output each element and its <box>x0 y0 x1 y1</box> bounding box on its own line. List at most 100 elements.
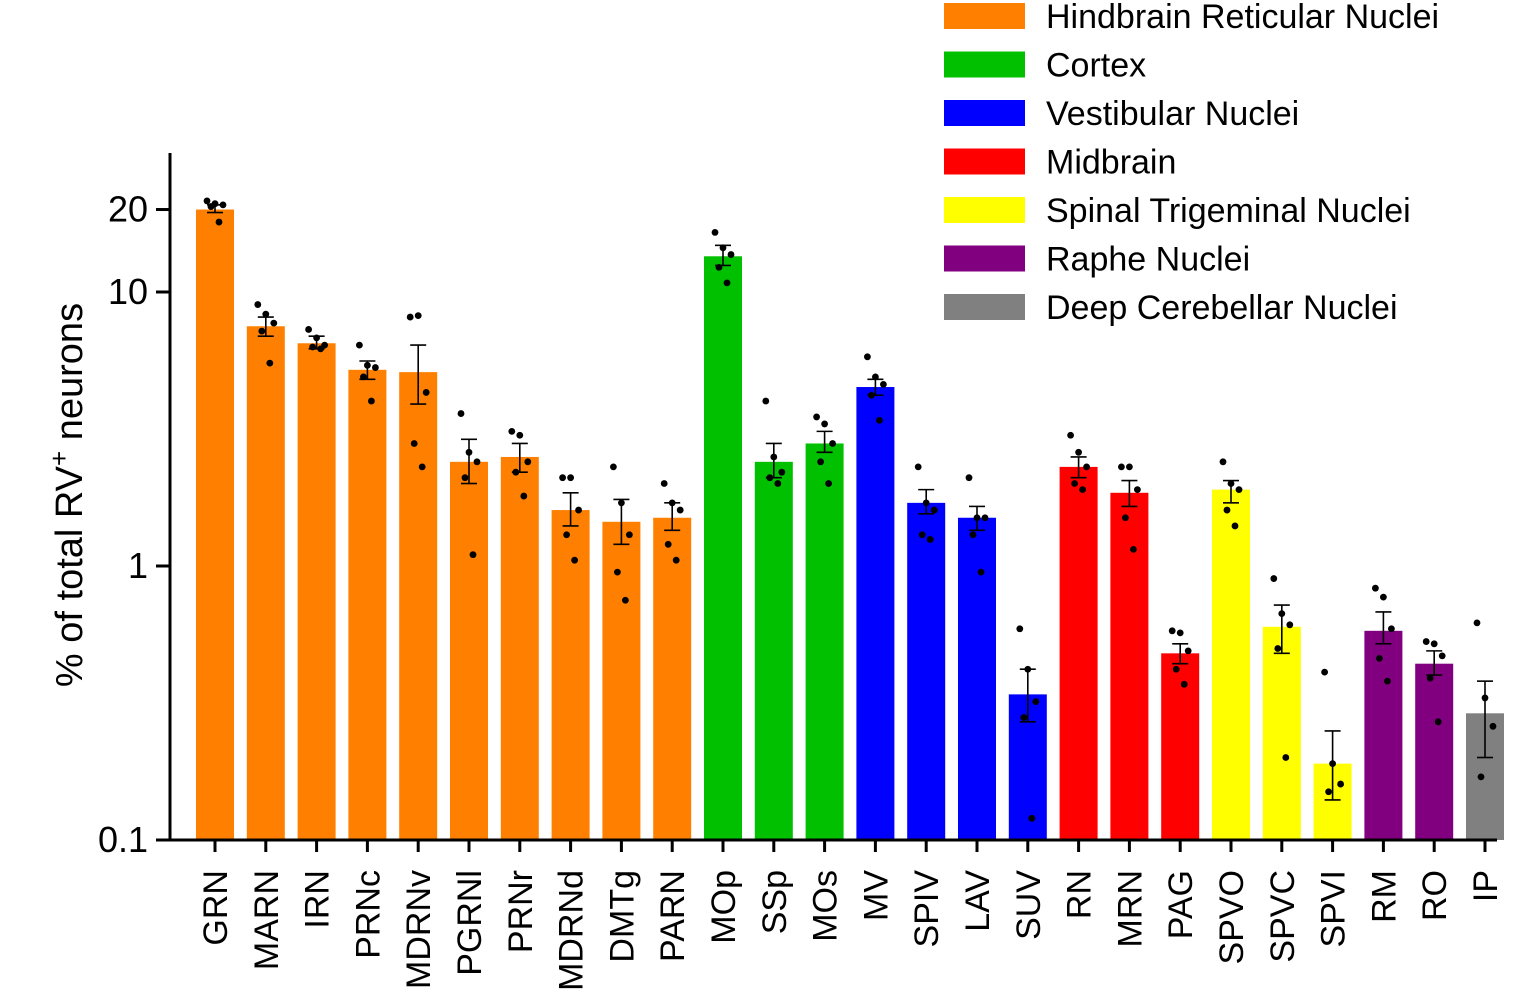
data-point <box>1321 668 1328 676</box>
data-point <box>774 480 782 487</box>
data-point <box>876 416 883 424</box>
x-tick-label: PAG <box>1162 870 1200 939</box>
data-point <box>465 448 473 456</box>
data-point <box>368 397 375 405</box>
data-point <box>1032 698 1040 705</box>
data-point <box>1126 463 1133 471</box>
data-point <box>1024 665 1032 673</box>
data-point <box>727 251 735 258</box>
error-bar-pag <box>1172 643 1189 665</box>
data-point <box>1223 506 1231 514</box>
data-point <box>817 458 824 466</box>
x-tick-label: LAV <box>959 870 997 932</box>
error-bar-mdrnd <box>562 491 579 527</box>
legend-item: Cortex <box>944 47 1146 85</box>
data-point <box>922 499 930 507</box>
data-point <box>1118 463 1125 471</box>
bar-pgrnl <box>450 461 488 840</box>
y-tick-label: 20 <box>108 189 148 230</box>
data-point <box>1438 652 1446 660</box>
x-tick-label: MOp <box>705 870 743 944</box>
data-point <box>1278 610 1286 618</box>
x-tick-label: SPVI <box>1315 870 1353 947</box>
y-axis-ticks: 0.1 1 10 20 <box>98 189 170 860</box>
data-point <box>1325 788 1332 796</box>
y-tick-label: 1 <box>128 545 148 586</box>
data-point <box>258 327 266 335</box>
data-point <box>1075 448 1082 456</box>
y-tick-label: 0.1 <box>98 819 148 860</box>
bar-mos <box>805 443 844 840</box>
legend-swatch <box>944 245 1025 272</box>
data-point <box>1329 760 1336 768</box>
x-tick-label: DMTg <box>603 870 641 963</box>
data-point <box>1079 486 1086 494</box>
data-point <box>219 201 227 209</box>
data-point <box>626 531 633 539</box>
data-point <box>965 474 973 482</box>
data-point <box>762 397 770 405</box>
data-point <box>715 263 723 271</box>
data-point <box>1473 619 1481 627</box>
data-point <box>313 334 320 342</box>
legend-item: Hindbrain Reticular Nuclei <box>944 0 1439 36</box>
data-point <box>524 458 532 466</box>
legend-item: Raphe Nuclei <box>944 241 1250 279</box>
error-bar-mdrnv <box>410 344 427 405</box>
x-tick-label: MARN <box>248 870 286 970</box>
error-bar-mos <box>816 430 833 454</box>
bar-grn <box>196 209 234 841</box>
data-point <box>1231 522 1239 530</box>
error-bar-mrn <box>1121 479 1138 508</box>
data-point <box>1235 486 1243 494</box>
data-point <box>719 244 727 252</box>
data-point <box>1426 674 1434 682</box>
x-tick-label: PGRNl <box>451 870 489 976</box>
bar-spvc <box>1262 626 1301 840</box>
legend-swatch <box>944 148 1025 175</box>
data-point <box>973 514 981 522</box>
legend-swatch <box>944 197 1025 223</box>
bar-lav <box>958 517 996 840</box>
data-point <box>825 480 832 487</box>
data-point <box>1286 621 1294 629</box>
data-point <box>372 364 379 371</box>
data-point <box>723 279 731 287</box>
bar-mrn <box>1110 492 1149 840</box>
legend-label: Deep Cerebellar Nuclei <box>1046 289 1398 327</box>
error-bar-dmtg <box>613 498 630 546</box>
data-point <box>1477 773 1485 781</box>
bar-ssp <box>754 461 793 840</box>
x-tick-label: RN <box>1061 870 1099 919</box>
data-point <box>672 556 680 564</box>
data-point <box>1067 431 1074 439</box>
x-tick-label: RO <box>1416 870 1454 921</box>
data-point <box>926 536 934 543</box>
data-point <box>207 203 215 210</box>
bar-pag <box>1161 653 1200 840</box>
legend-label: Raphe Nuclei <box>1046 241 1250 279</box>
error-bar-pgrnl <box>461 438 477 485</box>
data-point <box>1372 584 1379 592</box>
data-point <box>516 431 524 439</box>
data-point <box>880 381 887 388</box>
data-point <box>668 499 676 507</box>
legend-label: Cortex <box>1046 47 1146 85</box>
data-point <box>821 420 828 428</box>
data-point <box>457 410 465 417</box>
data-point <box>1337 780 1344 788</box>
data-point <box>1180 680 1188 688</box>
data-point <box>1380 593 1387 601</box>
data-point <box>461 474 469 482</box>
data-point <box>1282 754 1290 761</box>
data-points-layer <box>203 197 1497 822</box>
data-point <box>520 492 528 500</box>
data-point <box>1028 814 1036 822</box>
data-point <box>309 343 316 351</box>
x-tick-label: GRN <box>197 870 235 946</box>
data-point <box>1020 714 1028 721</box>
data-point <box>1176 629 1184 637</box>
bar-parn <box>653 517 692 840</box>
data-point <box>305 326 312 333</box>
bar-irn <box>297 343 336 840</box>
